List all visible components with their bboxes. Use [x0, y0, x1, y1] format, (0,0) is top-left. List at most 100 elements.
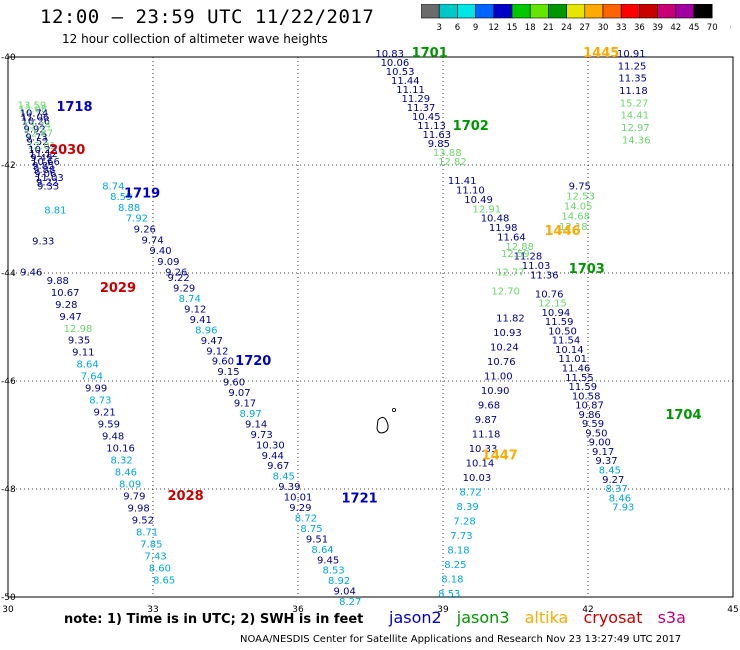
swh-value: 9.09 — [157, 257, 179, 268]
swh-value: 10.22 — [28, 145, 57, 156]
swh-value: 9.26 — [134, 225, 156, 236]
swh-value: 8.92 — [328, 576, 350, 587]
swh-value: 8.09 — [119, 480, 141, 491]
swh-value: 9.49 — [30, 153, 52, 164]
swh-value: 12.82 — [438, 157, 467, 168]
pass-time-label: 1446 — [545, 224, 581, 239]
swh-value: 9.17 — [592, 447, 614, 458]
satellite-legend: jason2 jason3 altika cryosat s3a — [389, 608, 696, 627]
swh-value: 11.06 — [21, 112, 50, 123]
swh-value: 10.14 — [466, 459, 495, 470]
swh-value: 10.93 — [493, 328, 522, 339]
swh-value: 10.33 — [469, 444, 498, 455]
swh-value: 8.88 — [118, 203, 140, 214]
swh-value: 8.46 — [115, 468, 137, 479]
pass-time-label: 1703 — [569, 262, 605, 277]
swh-value: 14.68 — [561, 212, 590, 223]
swh-value: 13.24 — [23, 121, 52, 132]
swh-value: 9.47 — [201, 336, 223, 347]
swh-value: 8.53 — [438, 589, 460, 600]
swh-value: 11.98 — [489, 223, 518, 234]
swh-value: 9.17 — [234, 399, 256, 410]
swh-value: 9.98 — [127, 504, 149, 515]
swh-value: 8.25 — [444, 560, 466, 571]
swh-value: 9.00 — [589, 438, 611, 449]
swh-value: 9.50 — [585, 428, 607, 439]
swh-value: 8.59 — [110, 192, 132, 203]
credit-line: NOAA/NESDIS Center for Satellite Applica… — [240, 634, 682, 645]
swh-value: 12.08 — [19, 104, 48, 115]
swh-value: 12.87 — [24, 129, 53, 140]
swh-value: 11.41 — [448, 176, 477, 187]
swh-value: 10.53 — [386, 67, 415, 78]
swh-value: 10.03 — [463, 473, 492, 484]
color-scale-tick: 42 — [670, 23, 681, 33]
swh-value: 9.73 — [25, 133, 47, 144]
swh-value: 9.73 — [251, 430, 273, 441]
wave-track: 9.229.298.749.129.418.969.479.129.609.15… — [168, 273, 362, 608]
swh-value: 11.36 — [530, 270, 559, 281]
swh-value: 9.40 — [149, 246, 171, 257]
swh-value: 11.18 — [472, 430, 501, 441]
swh-value: 9.21 — [93, 408, 115, 419]
swh-value: 9.74 — [142, 235, 164, 246]
pass-time-label: 2028 — [168, 489, 204, 504]
wave-track: 11.82 10.93 10.24 10.76 11.00 10.90 9.68 9.87 11… — [438, 314, 525, 600]
swh-value: 8.64 — [76, 360, 98, 371]
legend-s3a: s3a — [657, 608, 686, 627]
color-scale-tick: 15 — [507, 23, 518, 33]
swh-value: 12.98 — [64, 324, 93, 335]
swh-value: 9.52 — [132, 516, 154, 527]
swh-value: 8.27 — [339, 597, 361, 608]
swh-value: 11.12 — [29, 149, 58, 160]
swh-value: 8.18 — [441, 575, 463, 586]
swh-value: 10.83 — [375, 49, 404, 60]
swh-value: 9.60 — [212, 357, 234, 368]
swh-value: 9.29 — [289, 503, 311, 514]
page-title: 12:00 – 23:59 UTC 11/22/2017 — [40, 6, 375, 28]
swh-value: 9.44 — [262, 451, 284, 462]
swh-value: 8.53 — [322, 566, 344, 577]
page-subtitle: 12 hour collection of altimeter wave hei… — [62, 32, 328, 46]
swh-value: 10.49 — [464, 195, 493, 206]
y-tick-label: -46 — [1, 377, 16, 387]
swh-value: 12.88 — [505, 242, 534, 253]
swh-value: 8.81 — [44, 206, 66, 217]
swh-value: 10.87 — [575, 401, 604, 412]
swh-value: 10.50 — [548, 326, 577, 337]
swh-value: 9.15 — [217, 367, 239, 378]
swh-value: 9.41 — [190, 315, 212, 326]
swh-value: 9.12 — [184, 304, 206, 315]
island-outline — [376, 407, 396, 434]
swh-value: 8.64 — [311, 545, 333, 556]
swh-value: 9.47 — [59, 312, 81, 323]
swh-value: 14.05 — [564, 202, 593, 213]
swh-value: 9.92 — [23, 125, 45, 136]
swh-value: 8.32 — [110, 456, 132, 467]
swh-value: 9.29 — [173, 284, 195, 295]
swh-value: 10.45 — [412, 112, 441, 123]
swh-value: 13.88 — [433, 148, 462, 159]
wave-track: 13.5912.0810.7411.0610.2613.249.9212.879… — [18, 100, 64, 192]
swh-value: 11.13 — [417, 121, 446, 132]
swh-value: 11.18 — [619, 86, 648, 97]
footer-note: note: 1) Time is in UTC; 2) SWH is in fe… — [64, 612, 364, 627]
plot-frame — [7, 56, 734, 598]
swh-value: 9.37 — [595, 456, 617, 467]
swh-value: 12.91 — [472, 204, 501, 215]
swh-value: 9.46 — [20, 268, 42, 279]
swh-value: 8.97 — [239, 409, 261, 420]
x-tick-label: 45 — [727, 605, 738, 615]
swh-value: 11.35 — [618, 74, 647, 85]
swh-value: 12.18 — [559, 222, 588, 233]
wave-track: 12.59 12.77 12.70 — [491, 249, 529, 298]
swh-value: 8.46 — [609, 493, 631, 504]
swh-value: 15.27 — [620, 98, 649, 109]
color-scale-tick: 9 — [473, 23, 478, 33]
swh-value: 10.24 — [490, 343, 519, 354]
swh-value: 9.59 — [582, 419, 604, 430]
